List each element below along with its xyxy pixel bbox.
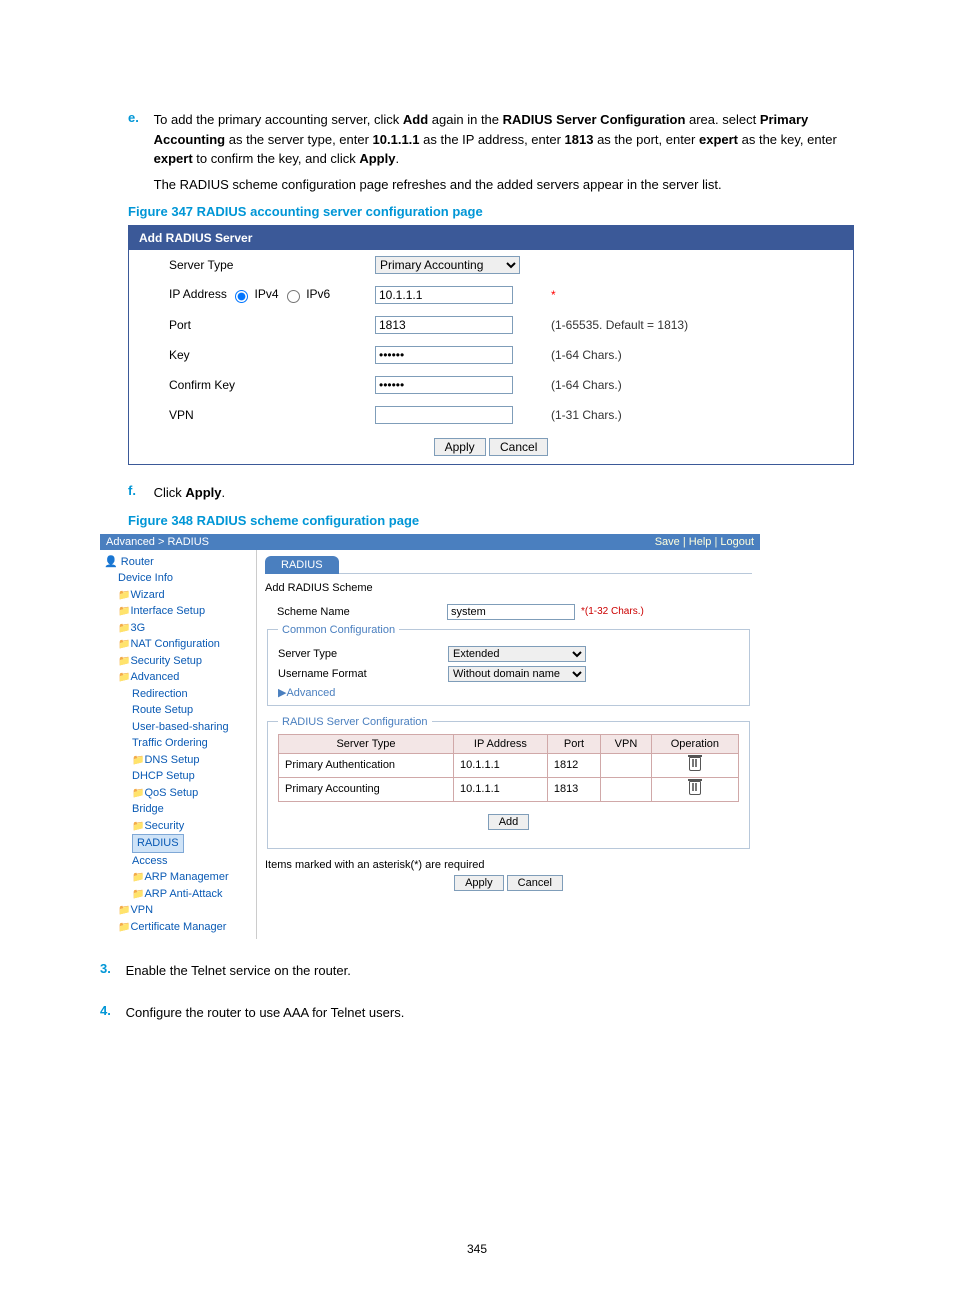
confirm-hint: (1-64 Chars.) xyxy=(543,370,853,400)
ip-label: IP Address IPv4 IPv6 xyxy=(129,280,367,310)
server-table: Server Type IP Address Port VPN Operatio… xyxy=(278,734,739,802)
cc-server-type-select[interactable]: Extended xyxy=(448,646,586,662)
cancel-button[interactable]: Cancel xyxy=(489,438,548,456)
server-config-fieldset: RADIUS Server Configuration Server Type … xyxy=(267,716,750,849)
list-item-f: f. Click Apply. xyxy=(128,483,854,503)
apply-button[interactable]: Apply xyxy=(434,438,486,456)
common-legend: Common Configuration xyxy=(278,624,399,636)
col-operation: Operation xyxy=(651,734,738,753)
nav-subitem[interactable]: Access xyxy=(104,853,254,870)
confirm-label: Confirm Key xyxy=(129,370,367,400)
nav-root[interactable]: 👤 Router xyxy=(104,554,254,571)
step-e-line2: The RADIUS scheme configuration page ref… xyxy=(154,177,722,192)
common-config-fieldset: Common Configuration Server Type Extende… xyxy=(267,624,750,706)
list-marker: e. xyxy=(128,110,150,125)
nav-subitem[interactable]: Traffic Ordering xyxy=(104,735,254,752)
col-port: Port xyxy=(547,734,600,753)
confirm-input[interactable] xyxy=(375,376,513,394)
page-number: 345 xyxy=(0,1242,954,1256)
nav-subitem[interactable]: Redirection xyxy=(104,686,254,703)
nav-item[interactable]: Wizard xyxy=(104,587,254,604)
list-body: Click Apply. xyxy=(154,483,852,503)
list-item-3: 3. Enable the Telnet service on the rout… xyxy=(100,961,854,981)
nav-tree: 👤 Router Device Info Wizard Interface Se… xyxy=(100,550,257,940)
cc-username-format-label: Username Format xyxy=(278,668,448,680)
nav-item[interactable]: Certificate Manager xyxy=(104,919,254,936)
cc-server-type-label: Server Type xyxy=(278,648,448,660)
list-item-4: 4. Configure the router to use AAA for T… xyxy=(100,1003,854,1023)
server-type-select[interactable]: Primary Accounting xyxy=(375,256,520,274)
list-marker: 3. xyxy=(100,961,122,976)
list-body: Enable the Telnet service on the router. xyxy=(126,961,852,981)
footer-note: Items marked with an asterisk(*) are req… xyxy=(265,859,752,871)
vpn-label: VPN xyxy=(129,400,367,430)
port-hint: (1-65535. Default = 1813) xyxy=(543,310,853,340)
nav-subitem[interactable]: User-based-sharing xyxy=(104,719,254,736)
main-pane: RADIUS Add RADIUS Scheme Scheme Name *(1… xyxy=(257,550,760,940)
nav-subitem[interactable]: DHCP Setup xyxy=(104,768,254,785)
form-table: Server Type Primary Accounting IP Addres… xyxy=(129,250,853,464)
table-row: Primary Accounting 10.1.1.1 1813 xyxy=(279,777,739,801)
radius-scheme-panel: Advanced > RADIUS Save | Help | Logout 👤… xyxy=(100,534,760,940)
cc-username-format-select[interactable]: Without domain name xyxy=(448,666,586,682)
scheme-name-label: Scheme Name xyxy=(277,606,447,618)
nav-item[interactable]: 3G xyxy=(104,620,254,637)
ipv6-radio[interactable] xyxy=(287,290,300,303)
cancel-button[interactable]: Cancel xyxy=(507,875,563,891)
scheme-name-input[interactable] xyxy=(447,604,575,620)
nav-item[interactable]: Interface Setup xyxy=(104,603,254,620)
nav-item[interactable]: Security Setup xyxy=(104,653,254,670)
nav-item[interactable]: Device Info xyxy=(104,570,254,587)
port-input[interactable] xyxy=(375,316,513,334)
nav-subitem[interactable]: DNS Setup xyxy=(104,752,254,769)
add-radius-server-panel: Add RADIUS Server Server Type Primary Ac… xyxy=(128,225,854,465)
list-item-e: e. To add the primary accounting server,… xyxy=(128,110,854,194)
trash-icon[interactable] xyxy=(689,757,701,771)
ipv4-radio[interactable] xyxy=(235,290,248,303)
list-marker: f. xyxy=(128,483,150,498)
list-marker: 4. xyxy=(100,1003,122,1018)
table-row: Primary Authentication 10.1.1.1 1812 xyxy=(279,753,739,777)
advanced-toggle[interactable]: ▶Advanced xyxy=(278,686,739,699)
port-label: Port xyxy=(129,310,367,340)
nav-item[interactable]: NAT Configuration xyxy=(104,636,254,653)
nav-subitem-current[interactable]: RADIUS xyxy=(104,834,254,853)
vpn-hint: (1-31 Chars.) xyxy=(543,400,853,430)
scheme-name-hint: *(1-32 Chars.) xyxy=(581,606,644,617)
ip-input[interactable] xyxy=(375,286,513,304)
nav-subitem[interactable]: ARP Anti-Attack xyxy=(104,886,254,903)
header-links[interactable]: Save | Help | Logout xyxy=(655,536,754,548)
subtitle: Add RADIUS Scheme xyxy=(265,582,752,594)
required-star: * xyxy=(551,288,556,302)
nav-subitem[interactable]: Bridge xyxy=(104,801,254,818)
nav-subitem[interactable]: ARP Managemer xyxy=(104,869,254,886)
apply-button[interactable]: Apply xyxy=(454,875,504,891)
vpn-input[interactable] xyxy=(375,406,513,424)
server-type-label: Server Type xyxy=(129,250,367,280)
panel-title: Add RADIUS Server xyxy=(129,226,853,250)
breadcrumb-bar: Advanced > RADIUS Save | Help | Logout xyxy=(100,534,760,550)
nav-subitem[interactable]: Security xyxy=(104,818,254,835)
key-hint: (1-64 Chars.) xyxy=(543,340,853,370)
key-input[interactable] xyxy=(375,346,513,364)
page: e. To add the primary accounting server,… xyxy=(0,0,954,1296)
nav-subitem[interactable]: Route Setup xyxy=(104,702,254,719)
col-ip: IP Address xyxy=(453,734,547,753)
list-body: To add the primary accounting server, cl… xyxy=(154,110,852,194)
col-vpn: VPN xyxy=(601,734,652,753)
col-server-type: Server Type xyxy=(279,734,454,753)
nav-subitem[interactable]: QoS Setup xyxy=(104,785,254,802)
key-label: Key xyxy=(129,340,367,370)
figure-347-caption: Figure 347 RADIUS accounting server conf… xyxy=(128,204,854,219)
list-body: Configure the router to use AAA for Teln… xyxy=(126,1003,852,1023)
nav-item[interactable]: VPN xyxy=(104,902,254,919)
trash-icon[interactable] xyxy=(689,781,701,795)
server-config-legend: RADIUS Server Configuration xyxy=(278,716,432,728)
figure-348-caption: Figure 348 RADIUS scheme configuration p… xyxy=(128,513,854,528)
add-button[interactable]: Add xyxy=(488,814,530,830)
nav-item[interactable]: Advanced xyxy=(104,669,254,686)
radius-tab[interactable]: RADIUS xyxy=(265,556,339,574)
breadcrumb-path: Advanced > RADIUS xyxy=(106,536,209,548)
